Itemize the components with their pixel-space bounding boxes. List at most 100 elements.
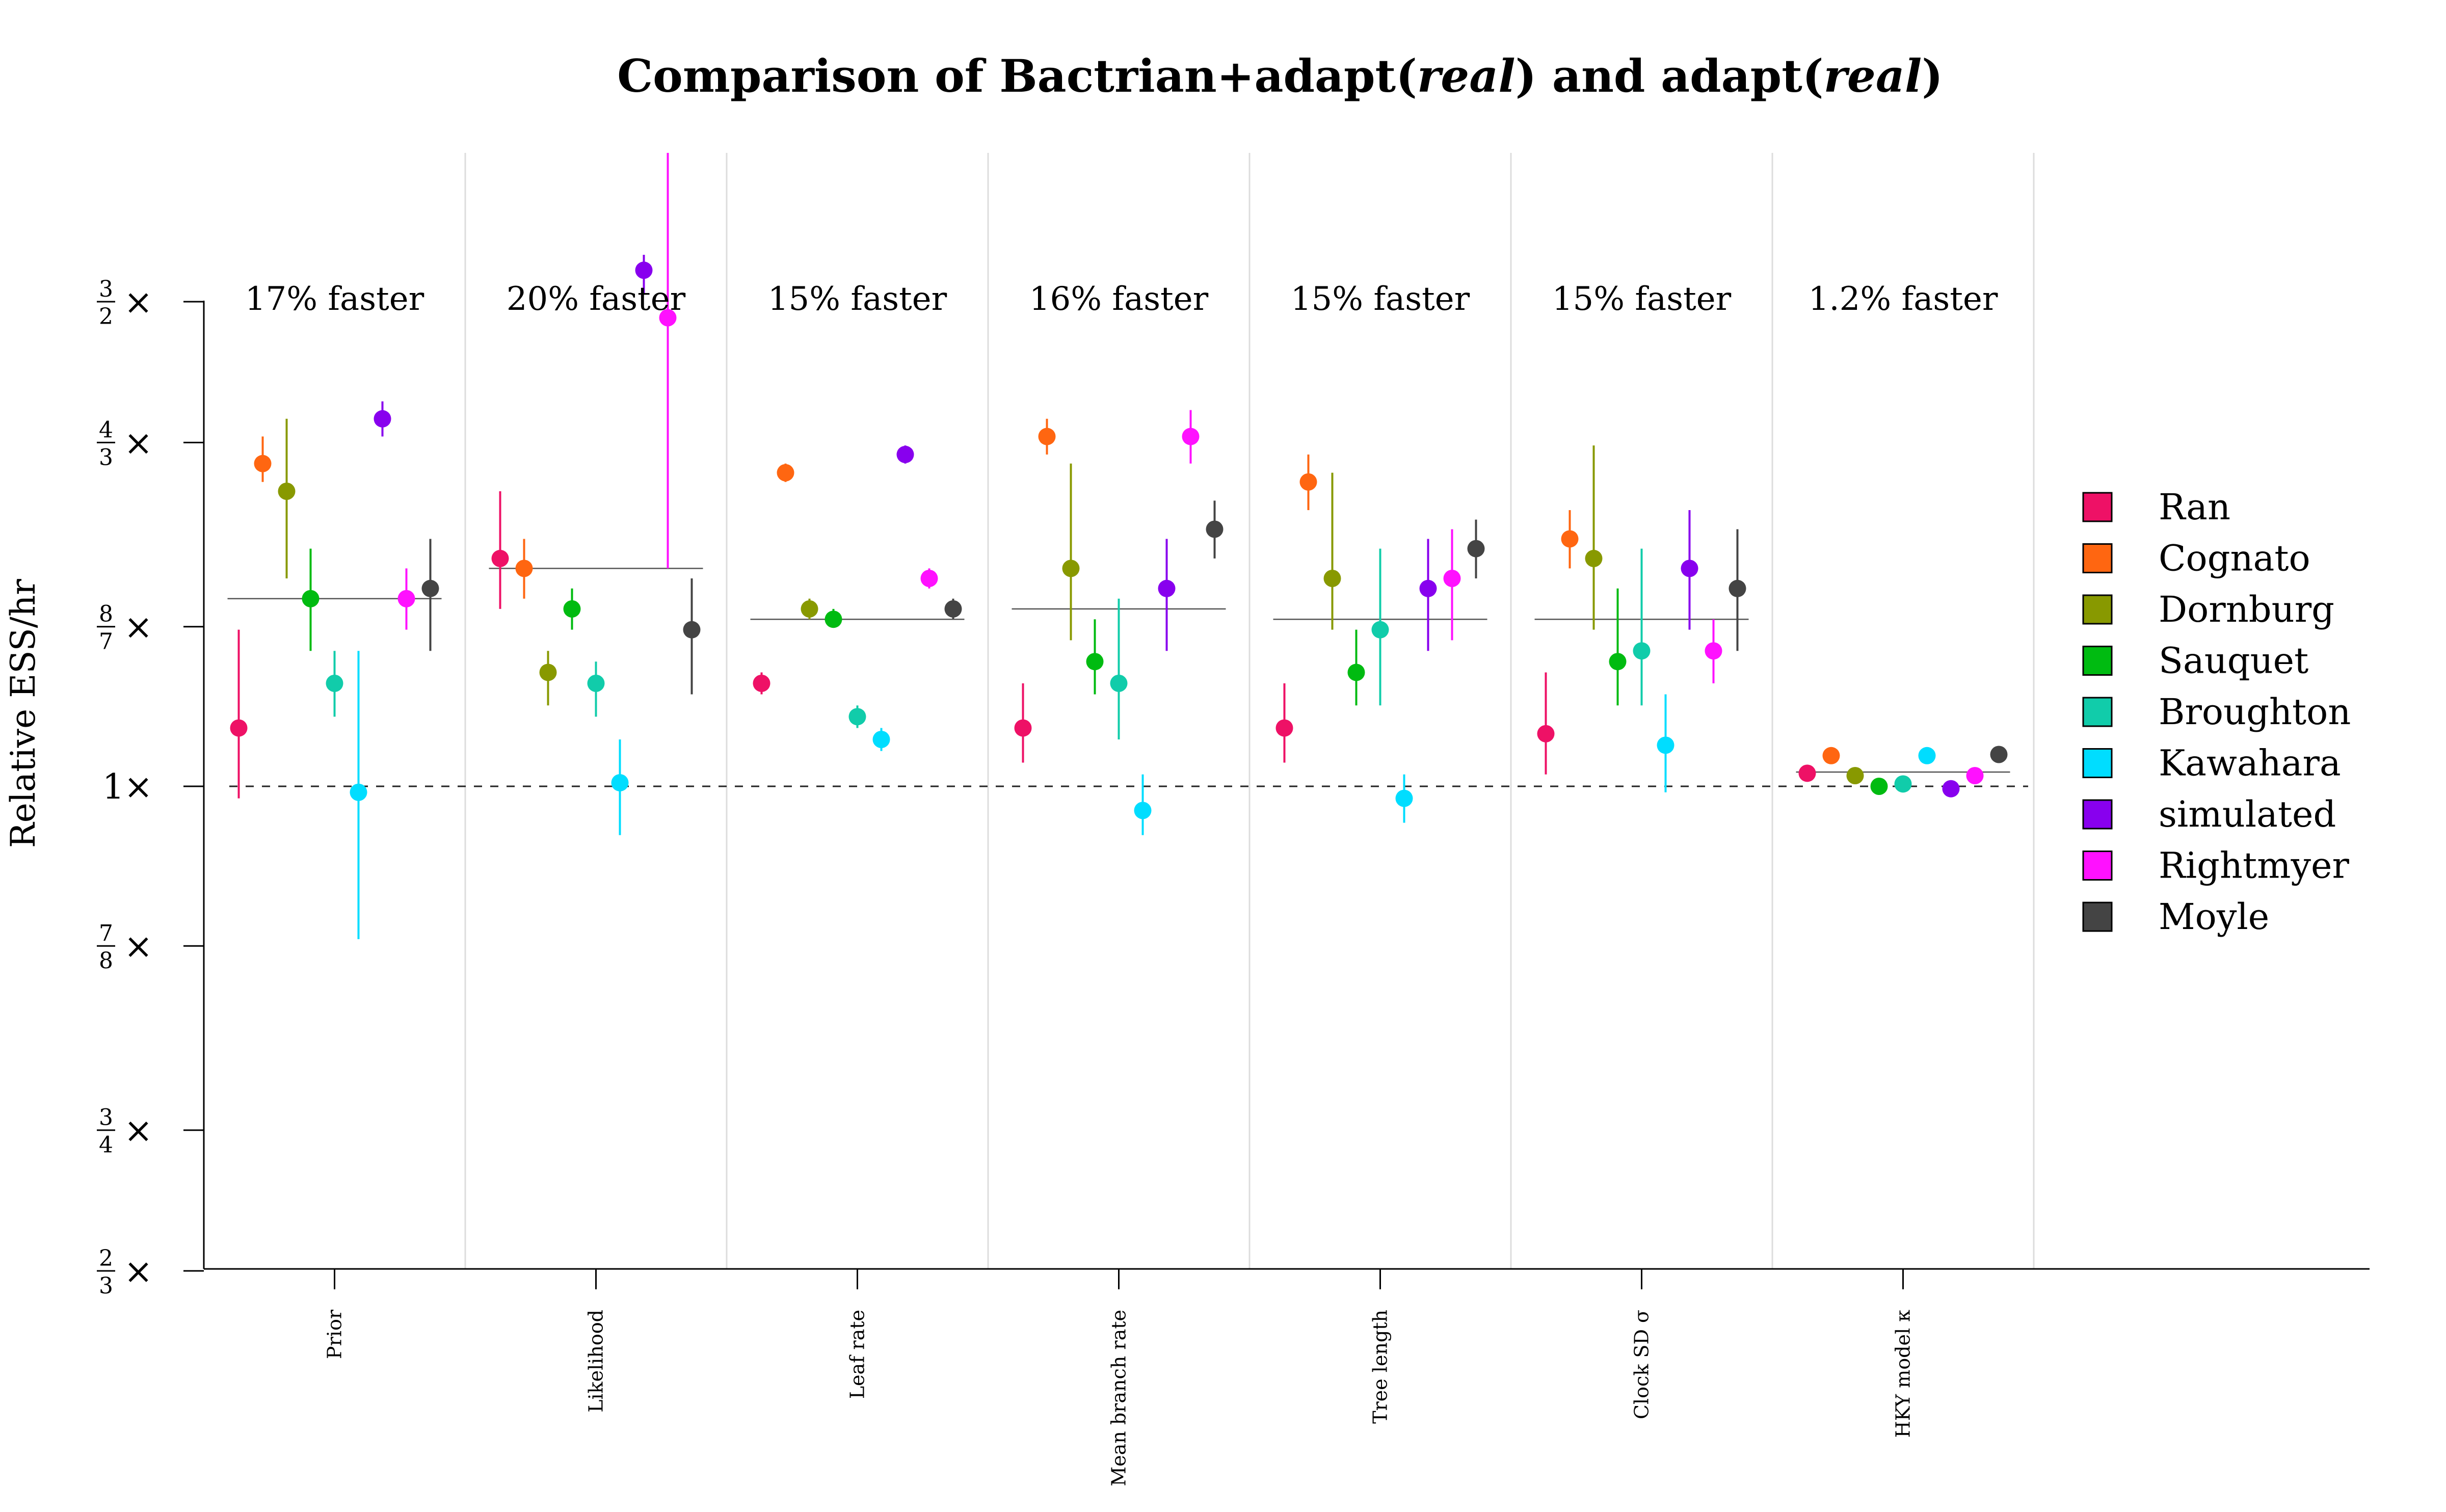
legend-item: Rightmyer: [2082, 845, 2349, 887]
data-point: [753, 674, 770, 692]
legend-label: simulated: [2159, 793, 2336, 835]
legend-label: Rightmyer: [2159, 845, 2349, 887]
data-point: [1633, 642, 1651, 660]
chart-title-part: real: [1823, 49, 1922, 102]
y-tick-numerator: 7: [99, 920, 113, 946]
data-point: [326, 674, 343, 692]
data-point: [1894, 775, 1912, 793]
legend-item: Cognato: [2082, 538, 2310, 579]
data-point: [230, 719, 248, 737]
legend-label: Moyle: [2159, 896, 2269, 938]
data-point: [374, 410, 391, 428]
data-point: [1561, 530, 1579, 548]
data-point: [1299, 473, 1317, 491]
data-point: [920, 570, 938, 588]
data-point: [1918, 747, 1936, 764]
data-point: [1443, 570, 1461, 588]
data-point: [872, 731, 890, 749]
data-point: [659, 309, 677, 327]
data-point: [1822, 747, 1840, 764]
data-point: [1347, 664, 1365, 681]
data-point: [1681, 560, 1698, 577]
x-tick-label: Leaf rate: [846, 1310, 869, 1399]
y-tick-numerator: 4: [99, 417, 113, 443]
y-tick-label: × 78: [97, 920, 153, 974]
speedup-annotation: 15% faster: [1552, 280, 1732, 318]
y-tick-times: ×: [124, 767, 153, 807]
data-point: [350, 783, 367, 801]
data-point: [635, 261, 653, 279]
y-tick-label: × 43: [97, 417, 153, 470]
data-point: [1134, 802, 1152, 819]
legend-swatch: [2082, 748, 2113, 778]
data-point: [1419, 579, 1437, 597]
data-point: [1966, 766, 1984, 784]
legend-swatch: [2082, 799, 2113, 830]
legend-item: Moyle: [2082, 896, 2269, 938]
legend-label: Cognato: [2159, 538, 2310, 579]
legend-label: Dornburg: [2159, 589, 2334, 630]
y-tick-label: × 87: [97, 601, 153, 655]
data-point: [1537, 725, 1555, 742]
y-tick-denominator: 2: [99, 304, 113, 330]
data-point: [1990, 746, 2008, 763]
data-point: [1206, 520, 1224, 538]
data-point: [1942, 780, 1960, 798]
data-point: [1395, 789, 1413, 807]
data-point: [539, 664, 557, 681]
data-point: [1086, 653, 1104, 671]
legend-label: Kawahara: [2159, 742, 2341, 784]
legend-item: Ran: [2082, 486, 2230, 528]
x-tick-label: Likelihood: [585, 1310, 607, 1413]
data-point: [1275, 719, 1293, 737]
data-point: [421, 579, 439, 597]
y-tick-numerator: 3: [99, 1105, 113, 1131]
data-point: [1323, 570, 1341, 588]
y-tick-times: ×: [124, 282, 153, 323]
data-point: [1846, 766, 1864, 784]
chart-title-part: real: [1417, 49, 1516, 102]
y-tick-label: × 34: [97, 1105, 153, 1158]
data-point: [563, 600, 581, 618]
y-tick-times: ×: [124, 1252, 153, 1292]
legend-swatch: [2082, 543, 2113, 573]
legend-swatch: [2082, 594, 2113, 625]
data-point: [1467, 540, 1485, 558]
y-tick-denominator: 3: [99, 1273, 113, 1299]
chart-title-part: Comparison of Bactrian+adapt(: [617, 49, 1417, 102]
x-tick-label: Prior: [324, 1309, 346, 1359]
data-point: [1585, 549, 1603, 567]
legend-swatch: [2082, 901, 2113, 932]
legend-label: Sauquet: [2159, 640, 2308, 682]
data-point: [515, 560, 533, 577]
data-point: [1062, 560, 1080, 577]
y-tick-denominator: 8: [99, 948, 113, 974]
legend-label: Ran: [2159, 486, 2230, 528]
legend-item: Broughton: [2082, 691, 2351, 733]
data-point: [896, 445, 914, 463]
speedup-annotation: 1.2% faster: [1809, 280, 1998, 318]
data-point: [1182, 428, 1200, 445]
data-point: [848, 708, 866, 726]
data-point: [1798, 764, 1816, 782]
x-tick-label: Clock SD σ: [1631, 1310, 1653, 1419]
data-point: [1657, 736, 1674, 754]
data-point: [587, 674, 605, 692]
chart-title-part: ): [1922, 49, 1943, 102]
data-point: [1705, 642, 1722, 660]
y-tick-times: ×: [124, 1111, 153, 1151]
y-tick-label: × 23: [97, 1245, 153, 1299]
data-point: [491, 549, 509, 567]
data-point: [683, 621, 701, 639]
speedup-annotation: 15% faster: [1291, 280, 1470, 318]
data-point: [278, 483, 296, 500]
chart-title-part: ) and adapt(: [1516, 49, 1824, 102]
data-point: [611, 774, 629, 791]
legend-swatch: [2082, 697, 2113, 727]
data-point: [302, 590, 320, 607]
legend-swatch: [2082, 646, 2113, 676]
x-tick-label: Mean branch rate: [1108, 1310, 1130, 1487]
data-point: [1870, 778, 1888, 795]
legend-item: Kawahara: [2082, 742, 2341, 784]
